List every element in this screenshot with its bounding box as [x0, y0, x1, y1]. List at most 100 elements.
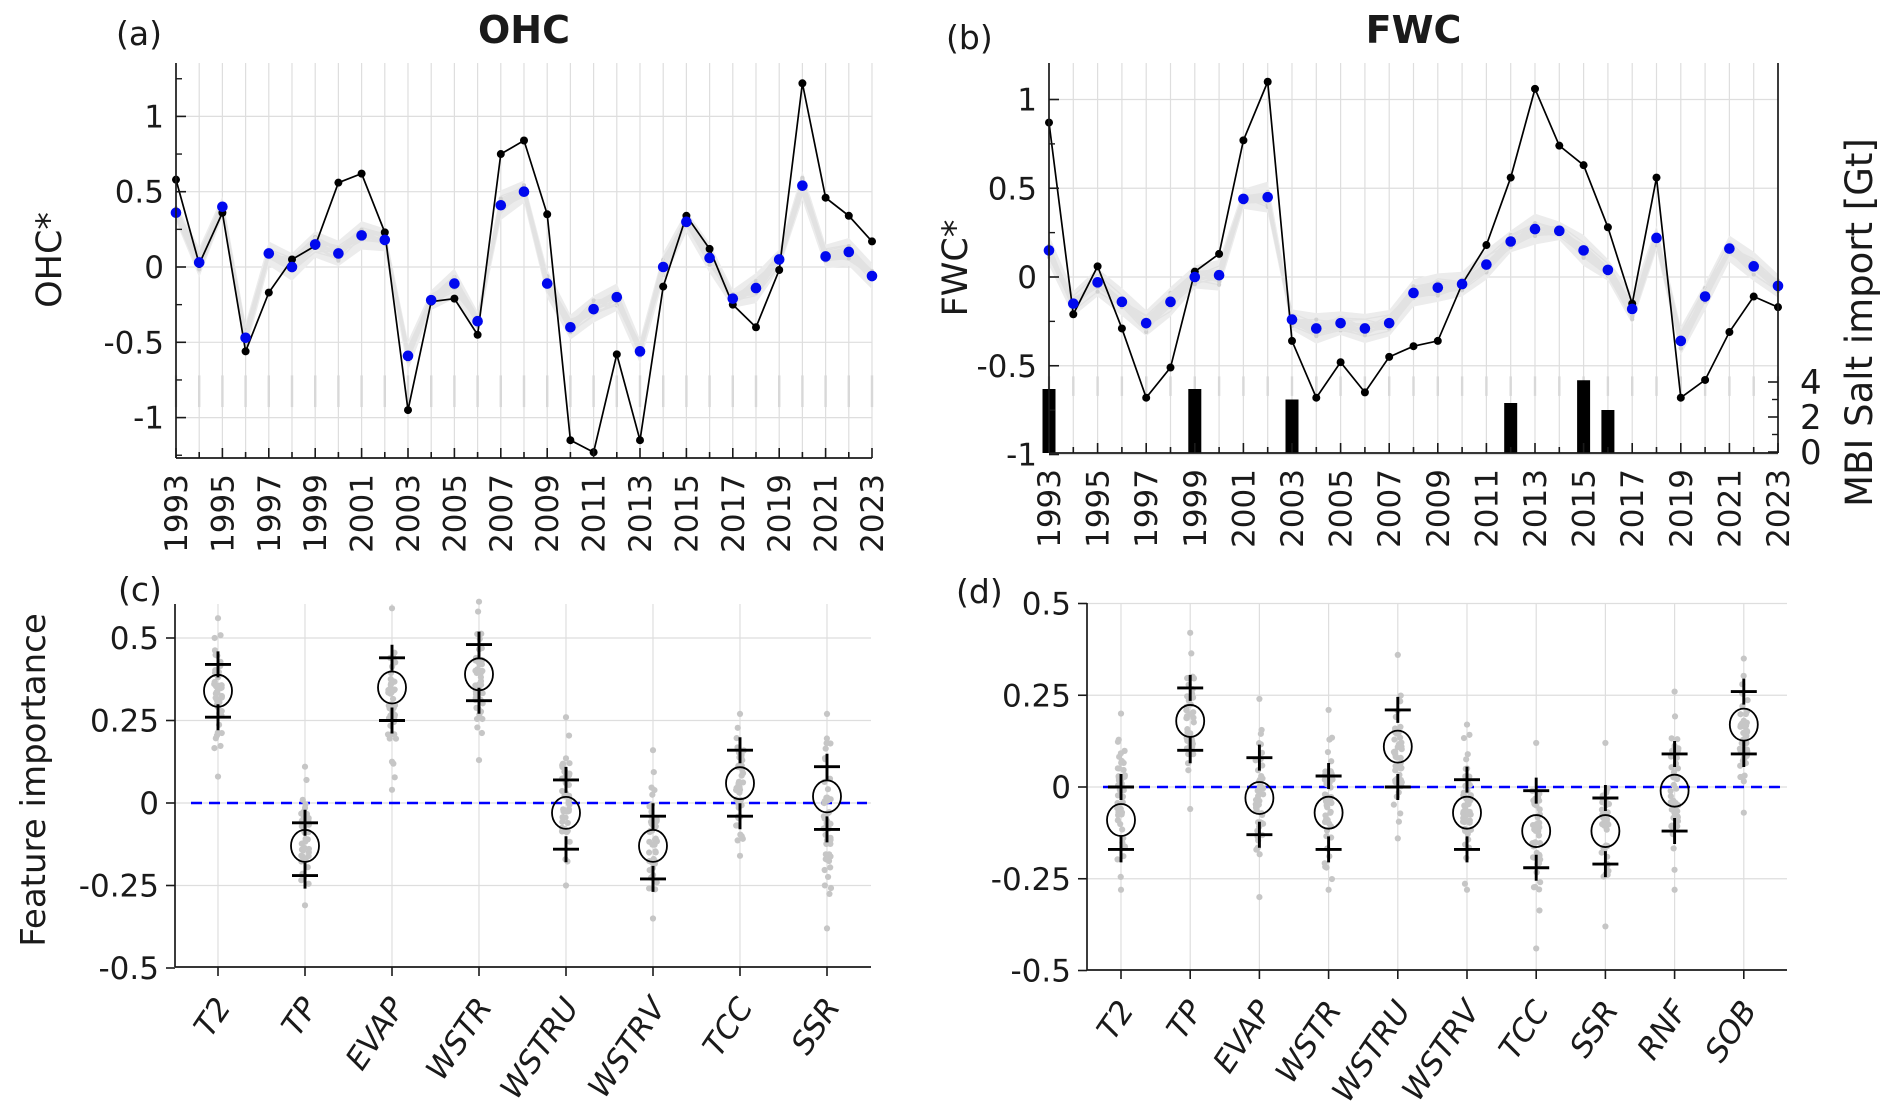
mbi-bar-2016: [1601, 410, 1615, 453]
prediction-dot: [1529, 223, 1541, 235]
prediction-dot: [1165, 296, 1176, 308]
svg-text:2007: 2007: [484, 474, 520, 553]
quartile-plus: [1730, 740, 1757, 767]
svg-text:1993: 1993: [159, 474, 195, 553]
mean-circle: [1382, 729, 1413, 764]
mean-circle: [1313, 795, 1344, 830]
panel-a-letter: (a): [116, 14, 162, 53]
prediction-dot: [773, 254, 785, 265]
svg-text:-1: -1: [1006, 438, 1037, 474]
svg-text:0.25: 0.25: [1002, 678, 1071, 714]
panel-c-letter: (c): [118, 570, 162, 609]
prediction-dot: [657, 261, 669, 273]
quartile-plus: [1523, 777, 1550, 804]
quartile-plus: [1384, 696, 1411, 723]
svg-text:TP: TP: [1160, 994, 1211, 1046]
quartile-plus: [1384, 774, 1411, 800]
svg-text:RNF: RNF: [1630, 993, 1695, 1066]
prediction-dot: [750, 282, 762, 294]
svg-text:1997: 1997: [252, 474, 288, 553]
quartile-plus: [1730, 678, 1757, 705]
svg-text:0.25: 0.25: [90, 704, 159, 740]
svg-text:0: 0: [144, 250, 164, 286]
quartile-plus: [1246, 821, 1273, 848]
prediction-dot: [402, 350, 414, 362]
svg-text:EVAP: EVAP: [339, 991, 413, 1077]
svg-text:WSTRU: WSTRU: [493, 991, 586, 1105]
prediction-dot: [1481, 259, 1492, 270]
svg-text:T2: T2: [187, 991, 238, 1043]
svg-text:-0.25: -0.25: [79, 869, 159, 905]
panel-b-ylabel: FWC*: [936, 219, 976, 317]
svg-text:2009: 2009: [530, 474, 566, 553]
prediction-dot: [1311, 323, 1322, 334]
mean-circle: [1521, 814, 1552, 848]
svg-text:SOB: SOB: [1698, 994, 1764, 1068]
mean-circle: [812, 779, 842, 814]
prediction-dot: [309, 239, 321, 250]
panel-b-right-ylabel: MBI Salt import [Gt]: [1838, 138, 1881, 507]
prediction-dot: [1213, 269, 1225, 281]
svg-text:-0.5: -0.5: [99, 951, 160, 987]
svg-text:2019: 2019: [1664, 469, 1700, 548]
svg-text:4: 4: [1800, 363, 1822, 403]
svg-text:TCC: TCC: [1492, 994, 1557, 1066]
svg-text:-0.25: -0.25: [991, 862, 1071, 898]
svg-text:2001: 2001: [345, 474, 381, 553]
svg-text:2005: 2005: [1324, 469, 1360, 548]
prediction-dot: [704, 252, 715, 264]
prediction-dot: [565, 321, 576, 333]
mean-circle: [725, 766, 755, 801]
svg-text:TP: TP: [275, 991, 326, 1043]
quartile-plus: [205, 704, 231, 731]
svg-text:2011: 2011: [1469, 469, 1505, 548]
svg-text:0: 0: [1800, 433, 1822, 473]
mean-circle: [464, 657, 494, 692]
svg-text:2013: 2013: [623, 474, 659, 553]
quartile-plus: [553, 836, 579, 863]
svg-text:2011: 2011: [577, 474, 613, 553]
quartile-plus: [553, 766, 579, 793]
svg-text:0.5: 0.5: [110, 621, 159, 657]
panel-d-letter: (d): [956, 572, 1003, 611]
svg-text:2005: 2005: [437, 474, 473, 553]
mean-circle: [1452, 795, 1482, 830]
mean-circle: [1590, 814, 1621, 848]
prediction-dot: [681, 216, 692, 228]
svg-text:EVAP: EVAP: [1206, 994, 1280, 1080]
prediction-dot: [1432, 282, 1444, 293]
mean-circle: [551, 796, 581, 830]
prediction-dot: [1068, 298, 1079, 309]
mean-circle: [638, 829, 668, 863]
quartile-plus: [727, 803, 753, 830]
prediction-dot: [472, 315, 483, 327]
quartile-plus: [205, 651, 231, 678]
panel-a-plot: 1993 1995 1997 1999 2001 2003 2005 2007 2009 2011…: [104, 63, 891, 553]
quartile-plus: [1315, 836, 1342, 863]
prediction-dot: [379, 234, 391, 246]
quartile-plus: [814, 816, 840, 843]
svg-text:2023: 2023: [1761, 469, 1797, 548]
svg-text:2017: 2017: [716, 474, 752, 553]
mean-circle: [290, 829, 320, 863]
prediction-dot: [286, 261, 298, 273]
svg-text:0: 0: [1051, 770, 1071, 806]
svg-text:2003: 2003: [391, 474, 427, 553]
quartile-plus: [292, 862, 318, 889]
quartile-plus: [814, 753, 840, 780]
svg-text:2013: 2013: [1518, 469, 1554, 548]
mbi-bar-2012: [1504, 403, 1518, 453]
mbi-bar-1999: [1188, 389, 1202, 453]
svg-text:0.5: 0.5: [115, 175, 164, 211]
svg-text:2003: 2003: [1275, 469, 1311, 548]
prediction-dot: [727, 293, 739, 304]
svg-text:2017: 2017: [1615, 469, 1651, 548]
prediction-dot: [588, 303, 599, 315]
svg-text:1995: 1995: [205, 474, 241, 553]
svg-text:-0.5: -0.5: [1011, 954, 1072, 990]
prediction-dot: [1383, 317, 1395, 329]
mean-circle: [1244, 781, 1275, 815]
prediction-dot: [193, 257, 205, 268]
quartile-plus: [1523, 854, 1550, 881]
